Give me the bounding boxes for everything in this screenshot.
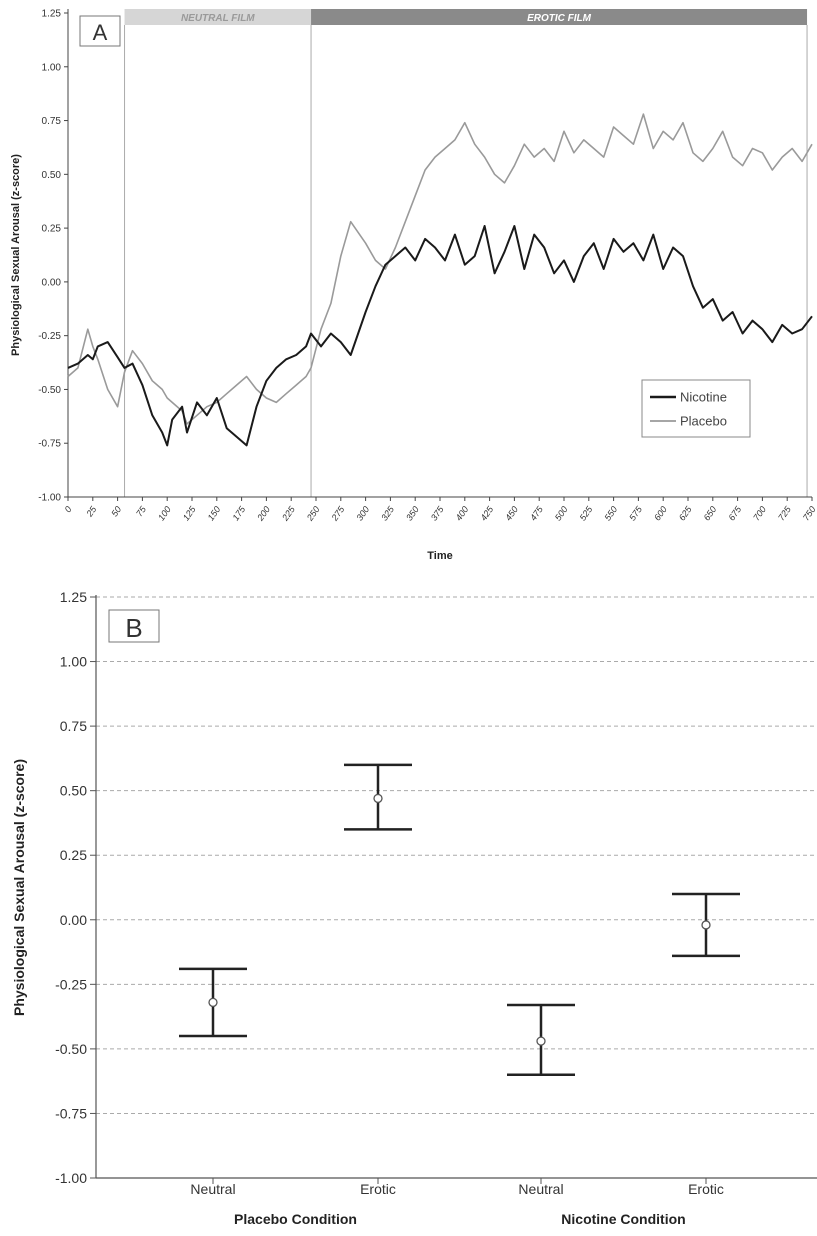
mean-marker bbox=[536, 1036, 546, 1046]
panel-label-box-a bbox=[79, 15, 121, 47]
mean-marker bbox=[373, 793, 383, 804]
x-tick-label-a: 200 bbox=[255, 504, 272, 523]
category-label-b: Neutral bbox=[190, 1181, 235, 1197]
x-tick-label-a: 125 bbox=[181, 504, 198, 523]
period-bar-0 bbox=[124, 9, 312, 25]
y-tick-label-b: -0.75 bbox=[55, 1105, 87, 1121]
x-tick-label-a: 325 bbox=[379, 504, 396, 523]
legend-box-a bbox=[641, 379, 751, 438]
panel-label-b: B bbox=[125, 613, 142, 643]
x-tick-label-a: 525 bbox=[578, 504, 595, 523]
y-tick-label-a: -0.75 bbox=[38, 439, 61, 450]
period-label-0: NEUTRAL FILM bbox=[181, 13, 255, 24]
y-tick-label-b: 1.25 bbox=[60, 589, 87, 605]
y-tick-label-a: 1.25 bbox=[42, 9, 62, 20]
panel-label-a: A bbox=[93, 20, 108, 45]
x-tick-label-a: 225 bbox=[279, 504, 297, 524]
x-tick-label-a: 450 bbox=[503, 504, 520, 522]
x-tick-label-a: 650 bbox=[702, 504, 719, 522]
x-tick-label-a: 375 bbox=[429, 504, 446, 523]
x-tick-label-a: 275 bbox=[329, 504, 347, 524]
y-tick-label-b: 0.00 bbox=[60, 912, 87, 928]
y-tick-label-b: -0.25 bbox=[55, 976, 87, 992]
series-line-placebo bbox=[67, 113, 813, 425]
x-tick-label-a: 575 bbox=[627, 504, 644, 523]
group-label-b: Placebo Condition bbox=[234, 1211, 357, 1227]
x-tick-label-a: 0 bbox=[63, 504, 74, 514]
x-tick-label-a: 250 bbox=[304, 504, 321, 523]
x-tick-label-a: 75 bbox=[134, 504, 149, 519]
period-label-1: EROTIC FILM bbox=[527, 13, 592, 24]
x-tick-label-a: 100 bbox=[156, 504, 173, 522]
x-tick-label-a: 750 bbox=[801, 504, 817, 522]
y-axis-title-a: Physiological Sexual Arousal (z-score) bbox=[10, 154, 22, 356]
y-axis-title-b: Physiological Sexual Arousal (z-score) bbox=[11, 759, 27, 1016]
mean-marker bbox=[208, 997, 218, 1008]
x-tick-label-a: 50 bbox=[109, 504, 123, 518]
panel-a-line-chart: NEUTRAL FILM EROTIC FILM -1.00 -0.75 -0.50 -0… bbox=[10, 9, 817, 563]
y-tick-label-a: 0.75 bbox=[42, 116, 62, 127]
panel-label-box-b bbox=[108, 609, 160, 643]
group-label-b: Nicotine Condition bbox=[561, 1211, 685, 1227]
x-tick-label-a: 675 bbox=[726, 504, 743, 523]
y-tick-label-b: -0.50 bbox=[55, 1041, 87, 1057]
y-tick-label-a: -0.25 bbox=[38, 331, 61, 342]
x-tick-label-a: 150 bbox=[206, 504, 223, 522]
y-tick-label-a: 0.25 bbox=[42, 224, 62, 235]
category-label-b: Erotic bbox=[688, 1181, 724, 1197]
x-tick-label-a: 400 bbox=[454, 504, 471, 522]
y-tick-label-a: 1.00 bbox=[42, 62, 62, 73]
x-tick-label-a: 700 bbox=[751, 504, 768, 522]
y-tick-label-a: 0.00 bbox=[42, 277, 62, 288]
x-tick-label-a: 25 bbox=[84, 504, 99, 520]
x-tick-label-a: 475 bbox=[528, 504, 545, 523]
y-tick-label-b: -1.00 bbox=[55, 1170, 87, 1186]
y-tick-label-a: 0.50 bbox=[42, 170, 62, 181]
legend-label-placebo: Placebo bbox=[680, 414, 727, 429]
x-tick-label-a: 300 bbox=[354, 504, 371, 522]
period-bar-1 bbox=[311, 9, 808, 25]
y-tick-label-a: -0.50 bbox=[38, 385, 61, 396]
y-tick-label-b: 0.25 bbox=[60, 847, 87, 863]
x-tick-label-a: 350 bbox=[404, 504, 421, 522]
legend-label-nicotine: Nicotine bbox=[680, 390, 727, 405]
y-tick-label-b: 0.50 bbox=[60, 783, 87, 799]
x-tick-label-a: 600 bbox=[652, 504, 669, 522]
category-label-b: Erotic bbox=[360, 1181, 396, 1197]
mean-marker bbox=[701, 920, 711, 930]
x-tick-label-a: 550 bbox=[602, 504, 619, 522]
x-tick-label-a: 625 bbox=[677, 504, 694, 523]
y-tick-label-b: 0.75 bbox=[60, 718, 87, 734]
y-tick-label-b: 1.00 bbox=[60, 654, 87, 670]
category-label-b: Neutral bbox=[518, 1181, 563, 1197]
x-tick-label-a: 425 bbox=[478, 504, 495, 523]
x-tick-label-a: 175 bbox=[230, 504, 247, 523]
x-tick-label-a: 500 bbox=[553, 504, 570, 522]
x-axis-title-a: Time bbox=[427, 550, 452, 562]
x-tick-label-a: 725 bbox=[776, 504, 793, 523]
y-tick-label-a: -1.00 bbox=[38, 493, 61, 504]
panel-b-error-bar-chart: -1.00 -0.75 -0.50 -0.25 0.00 0.25 0.50 0.75 1.00… bbox=[11, 589, 817, 1227]
series-line-nicotine bbox=[67, 225, 813, 447]
